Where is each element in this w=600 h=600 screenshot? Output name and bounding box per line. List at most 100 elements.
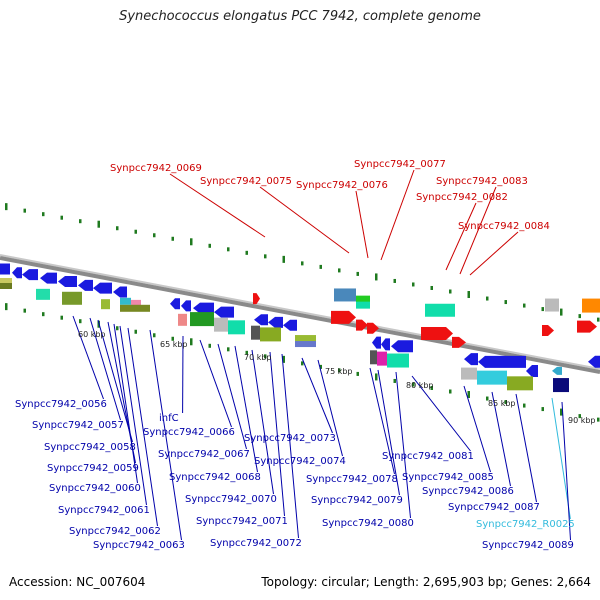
gene-arrow-forward <box>452 336 466 348</box>
gene-arrow-reverse <box>193 302 214 314</box>
tick-mark <box>541 307 544 312</box>
gene-arrow-reverse <box>372 336 381 349</box>
tick-mark <box>430 385 433 390</box>
scale-label: 75 kbp <box>325 367 353 376</box>
gene-label-reverse: Synpcc7942_0070 <box>185 494 277 505</box>
gene-label-reverse: infC <box>159 413 179 424</box>
tick-mark <box>486 296 489 301</box>
tick-mark <box>116 226 119 231</box>
gene-box <box>178 313 187 326</box>
tick-mark <box>430 285 433 290</box>
leader-line <box>317 359 343 457</box>
leader-line <box>149 329 182 541</box>
tick-mark <box>393 278 396 283</box>
gene-label-reverse: Synpcc7942_0057 <box>32 420 124 431</box>
tick-mark <box>467 391 470 399</box>
gene-labels[interactable]: Synpcc7942_0069 Synpcc7942_0075 Synpcc7942… <box>15 159 575 551</box>
gene-arrow-forward <box>542 324 554 336</box>
tick-mark <box>578 314 581 319</box>
gene-arrow-forward <box>331 310 356 324</box>
leader-line <box>281 353 299 539</box>
leader-line <box>491 391 511 487</box>
leader-line <box>355 190 369 259</box>
gene-arrow-reverse <box>283 319 297 331</box>
tick-mark <box>60 215 63 220</box>
gene-box <box>120 297 131 305</box>
tick-mark <box>523 403 526 408</box>
gene-label-reverse: Synpcc7942_0086 <box>422 486 514 497</box>
gene-box <box>545 298 559 312</box>
gene-box <box>356 295 370 303</box>
tick-mark <box>375 373 378 381</box>
tick-mark <box>467 291 470 299</box>
gene-arrow-reverse <box>391 340 413 353</box>
tick-mark <box>264 354 267 359</box>
tick-mark <box>190 238 193 246</box>
gene-label-forward: Synpcc7942_0069 <box>110 163 202 174</box>
backbone-line <box>0 256 600 374</box>
gene-label-reverse: Synpcc7942_0061 <box>58 505 150 516</box>
gene-label-forward: Synpcc7942_0082 <box>416 192 508 203</box>
gene-label-forward: Synpcc7942_0076 <box>296 180 388 191</box>
tick-mark <box>319 364 322 369</box>
tick-mark <box>375 273 378 281</box>
gene-box <box>120 304 150 312</box>
gene-label-reverse: Synpcc7942_0078 <box>306 474 398 485</box>
gene-arrow-reverse <box>254 314 268 326</box>
map-title: Synechococcus elongatus PCC 7942, comple… <box>119 9 481 24</box>
gene-label-reverse: Synpcc7942_0089 <box>482 540 574 551</box>
leader-line <box>113 323 138 484</box>
tick-mark <box>504 400 507 405</box>
backbone-highlight <box>0 254 600 370</box>
gene-arrow-reverse <box>0 263 10 275</box>
gene-arrow-reverse <box>93 282 112 294</box>
gene-label-reverse: Synpcc7942_0071 <box>196 516 288 527</box>
tick-mark <box>42 312 45 317</box>
leader-line <box>380 169 415 261</box>
gene-label-reverse: Synpcc7942_0063 <box>93 540 185 551</box>
gene-arrow-forward <box>356 319 368 331</box>
tick-mark <box>171 236 174 241</box>
tick-mark <box>319 264 322 269</box>
gene-arrow-forward <box>577 320 597 333</box>
tick-track <box>5 203 600 422</box>
gene-arrow-reverse <box>381 338 390 351</box>
gene-label-forward: Synpcc7942_0083 <box>436 176 528 187</box>
gene-label-reverse: Synpcc7942_0080 <box>322 518 414 529</box>
gene-arrow-reverse <box>22 269 38 281</box>
tick-mark <box>560 308 563 316</box>
gene-box <box>582 298 600 313</box>
leader-line <box>395 371 411 519</box>
gene-arrow-reverse <box>170 298 180 310</box>
tick-mark <box>116 326 119 331</box>
leader-line <box>301 357 333 434</box>
gene-box <box>101 299 110 310</box>
gene-arrow-reverse <box>58 276 77 288</box>
gene-arrow-reverse <box>40 272 57 284</box>
genome-summary-text: Topology: circular; Length: 2,695,903 bp… <box>261 575 591 589</box>
gene-box <box>228 320 245 335</box>
gene-arrow-reverse <box>464 353 478 366</box>
tick-mark <box>79 219 82 224</box>
leader-line <box>469 231 519 276</box>
scale-label: 65 kbp <box>160 340 188 349</box>
gene-label-reverse: Synpcc7942_0060 <box>49 483 141 494</box>
gene-label-reverse: Synpcc7942_0074 <box>254 456 346 467</box>
leader-line <box>459 186 497 275</box>
genome-backbone <box>0 254 600 374</box>
tick-mark <box>153 233 156 238</box>
tick-mark <box>338 368 341 373</box>
gene-box <box>131 299 141 307</box>
leader-line <box>251 349 274 495</box>
scale-label: 70 kbp <box>244 353 272 362</box>
gene-box <box>295 341 316 348</box>
gene-box <box>190 312 214 327</box>
tick-mark <box>245 250 248 255</box>
gene-label-reverse: Synpcc7942_0073 <box>244 433 336 444</box>
scale-label: 60 kbp <box>78 330 106 339</box>
gene-box <box>461 367 477 380</box>
gene-arrow-reverse <box>478 355 526 368</box>
leader-line <box>269 351 285 517</box>
gene-box <box>36 288 50 300</box>
tick-mark <box>486 396 489 401</box>
